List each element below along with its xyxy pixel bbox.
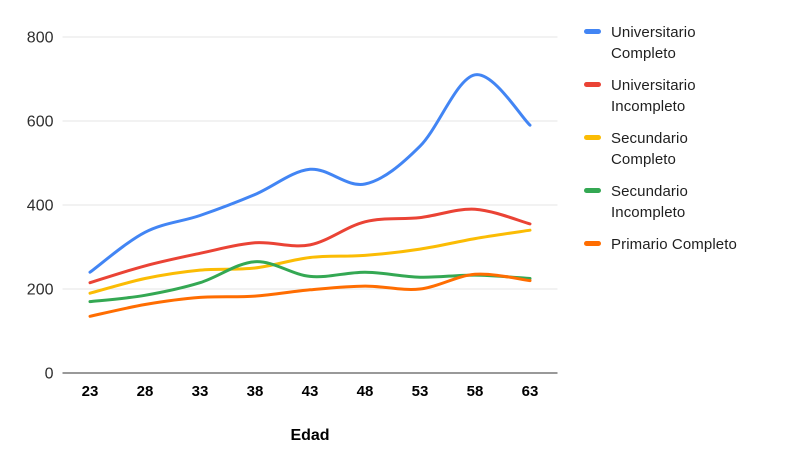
series-line [88, 272, 532, 318]
axis-ticks: 0 200 400 600 800 23 28 33 38 43 48 53 58 63 [27, 30, 539, 401]
legend-label: Secundario Incompleto [611, 183, 688, 221]
legend-swatch-icon [584, 29, 601, 34]
legend-label: Universitario Incompleto [611, 77, 696, 115]
legend-swatch-icon [584, 188, 601, 193]
x-axis-title: Edad [290, 427, 329, 444]
legend-item: Secundario Incompleto [584, 181, 752, 223]
series-line [88, 207, 532, 285]
chart-series [88, 73, 532, 318]
x-tick-label: 33 [192, 383, 209, 400]
legend-label: Universitario Completo [611, 24, 696, 62]
chart-legend: Universitario Completo Universitario Inco… [584, 22, 752, 255]
legend-item: Secundario Completo [584, 128, 752, 170]
y-tick-label: 200 [27, 282, 54, 299]
x-tick-label: 28 [137, 383, 154, 400]
legend-label: Primario Completo [611, 236, 737, 253]
legend-label: Secundario Completo [611, 130, 688, 168]
legend-item: Primario Completo [584, 234, 752, 255]
x-tick-label: 38 [247, 383, 264, 400]
gridlines [62, 36, 558, 374]
legend-item: Universitario Completo [584, 22, 752, 64]
x-tick-label: 43 [302, 383, 319, 400]
legend-item: Universitario Incompleto [584, 75, 752, 117]
series-line [88, 73, 532, 274]
y-tick-label: 400 [27, 198, 54, 215]
x-tick-label: 53 [412, 383, 429, 400]
x-tick-label: 23 [82, 383, 99, 400]
series-line [88, 260, 532, 304]
legend-swatch-icon [584, 82, 601, 87]
legend-swatch-icon [584, 241, 601, 246]
y-tick-label: 0 [45, 366, 54, 383]
legend-swatch-icon [584, 135, 601, 140]
x-tick-label: 48 [357, 383, 374, 400]
x-tick-label: 63 [522, 383, 539, 400]
y-tick-label: 800 [27, 30, 54, 47]
x-tick-label: 58 [467, 383, 484, 400]
y-tick-label: 600 [27, 114, 54, 131]
series-line [88, 228, 532, 295]
